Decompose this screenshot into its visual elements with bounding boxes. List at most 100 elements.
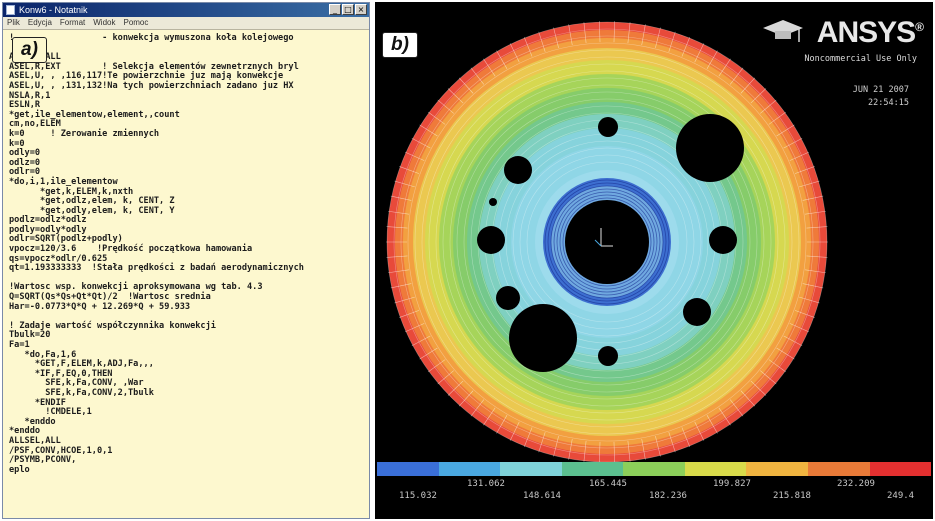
mesh-spoke xyxy=(750,88,767,104)
mesh-spoke xyxy=(776,124,795,137)
mesh-spoke xyxy=(523,427,533,448)
mesh-spoke xyxy=(483,58,496,77)
mesh-spoke xyxy=(627,440,631,462)
mesh-spoke xyxy=(805,269,826,274)
legend-label: 165.445 xyxy=(589,479,627,489)
mesh-spoke xyxy=(553,27,559,49)
legend-swatch xyxy=(746,462,808,476)
close-button[interactable]: × xyxy=(355,4,367,15)
code-lines: ! - konwekcja wymuszona koła kolejowego A… xyxy=(9,33,365,475)
mesh-ring xyxy=(519,154,695,330)
menu-view[interactable]: Widok xyxy=(93,18,116,27)
mesh-spoke xyxy=(718,58,731,77)
mesh-spoke xyxy=(776,347,795,360)
mesh-ring xyxy=(463,98,751,386)
wheel-hole xyxy=(496,286,520,310)
notepad-titlebar[interactable]: Konw6 - Notatnik _ □ × xyxy=(3,3,369,17)
code-line: NSLA,R,1 xyxy=(9,90,51,101)
mesh-ring xyxy=(428,63,786,421)
mesh-spoke xyxy=(404,151,425,161)
hub-mesh xyxy=(559,194,655,290)
mesh-spoke xyxy=(655,435,661,457)
code-line: /PSYMB,PCONV, xyxy=(9,455,77,466)
panel-label-b: b) xyxy=(382,32,418,58)
mesh-spoke xyxy=(419,347,438,360)
mesh-spoke xyxy=(390,195,412,201)
code-line: qt=1.193333333 !Stała prędkości z badań … xyxy=(9,263,304,274)
mesh-ring xyxy=(407,42,807,442)
mesh-spoke xyxy=(419,124,438,137)
window-controls: _ □ × xyxy=(329,4,367,16)
code-line: odlr=0 xyxy=(9,167,41,178)
mesh-spoke xyxy=(655,27,661,49)
code-line: Tbulk=20 xyxy=(9,330,51,341)
code-line: *IF,F,EQ,0,THEN xyxy=(9,368,113,379)
mesh-spoke xyxy=(568,24,573,46)
code-line: odly=0 xyxy=(9,148,41,159)
mesh-spoke xyxy=(806,226,828,229)
code-line: ASEL,U, , ,131,132!Na tych powierzchniac… xyxy=(9,80,294,91)
menu-help[interactable]: Pomoc xyxy=(123,18,149,27)
wheel-hole xyxy=(489,198,497,206)
mesh-spoke xyxy=(394,180,415,188)
code-line: *do,Fa,1,6 xyxy=(9,349,77,360)
code-line: SFE,k,Fa,CONV, ,War xyxy=(9,378,144,389)
code-line: podly=odly*odly xyxy=(9,224,87,235)
code-line: *ENDIF xyxy=(9,397,66,408)
minimize-button[interactable]: _ xyxy=(329,4,341,15)
mesh-spoke xyxy=(411,137,431,149)
mesh-spoke xyxy=(681,36,691,57)
menu-format[interactable]: Format xyxy=(59,18,86,27)
code-line: k=0 ! Zerowanie zmiennych xyxy=(9,128,160,139)
mesh-ring xyxy=(449,84,765,400)
mesh-spoke xyxy=(718,407,731,426)
code-line: *get,k,ELEM,k,nxth xyxy=(9,186,134,197)
mesh-spoke xyxy=(668,432,676,453)
mesh-spoke xyxy=(729,67,744,85)
legend-swatch xyxy=(561,462,624,476)
contour-legend-bar xyxy=(377,462,932,476)
mesh-spoke xyxy=(568,438,573,460)
mesh-spoke xyxy=(694,43,705,63)
mesh-spoke xyxy=(386,226,408,229)
code-line: k=0 xyxy=(9,138,25,149)
panel-label-a: a) xyxy=(12,37,47,63)
notepad-text-area[interactable]: ! - konwekcja wymuszona koła kolejowego A… xyxy=(3,29,369,518)
mesh-spoke xyxy=(388,210,409,215)
code-line: *enddo xyxy=(9,426,41,437)
mesh-spoke xyxy=(768,359,786,373)
mesh-spoke xyxy=(428,111,446,125)
mesh-spoke xyxy=(538,432,546,453)
legend-label: 131.062 xyxy=(467,479,505,489)
mesh-spoke xyxy=(458,390,474,407)
code-line: ! Zadaje wartość współczynnika konwekcji xyxy=(9,320,216,331)
code-line: cm,no,ELEM xyxy=(9,119,61,130)
mesh-spoke xyxy=(437,370,454,385)
hub-mesh xyxy=(547,182,667,302)
mesh-spoke xyxy=(399,310,420,318)
notepad-window: Konw6 - Notatnik _ □ × Plik Edycja Forma… xyxy=(2,2,370,519)
legend-label: 232.209 xyxy=(837,479,875,489)
wheel-hole xyxy=(504,156,532,184)
ansys-graduation-cap-icon xyxy=(763,20,803,42)
maximize-button[interactable]: □ xyxy=(342,4,354,15)
menu-edit[interactable]: Edycja xyxy=(27,18,52,27)
code-line: odlr=SQRT(podlz+podly) xyxy=(9,234,123,245)
code-line: *enddo xyxy=(9,416,56,427)
mesh-spoke xyxy=(509,43,520,63)
mesh-spoke xyxy=(496,415,508,434)
mesh-spoke xyxy=(598,21,601,43)
mesh-spoke xyxy=(553,435,559,457)
mesh-spoke xyxy=(458,77,474,94)
mesh-ring xyxy=(470,105,744,379)
mesh-spoke xyxy=(627,22,631,44)
code-line: /PSF,CONV,HCOE,1,0,1 xyxy=(9,445,113,456)
code-line: *get,odlz,elem, k, CENT, Z xyxy=(9,196,175,207)
ansys-viewport: ANSYS® Noncommercial Use Only JUN 21 200… xyxy=(375,2,933,519)
mesh-spoke xyxy=(583,22,587,44)
wheel-hole xyxy=(509,304,577,372)
mesh-spoke xyxy=(668,31,676,52)
mesh-spoke xyxy=(806,255,828,258)
legend-label: 199.827 xyxy=(713,479,751,489)
menu-file[interactable]: Plik xyxy=(7,18,20,27)
